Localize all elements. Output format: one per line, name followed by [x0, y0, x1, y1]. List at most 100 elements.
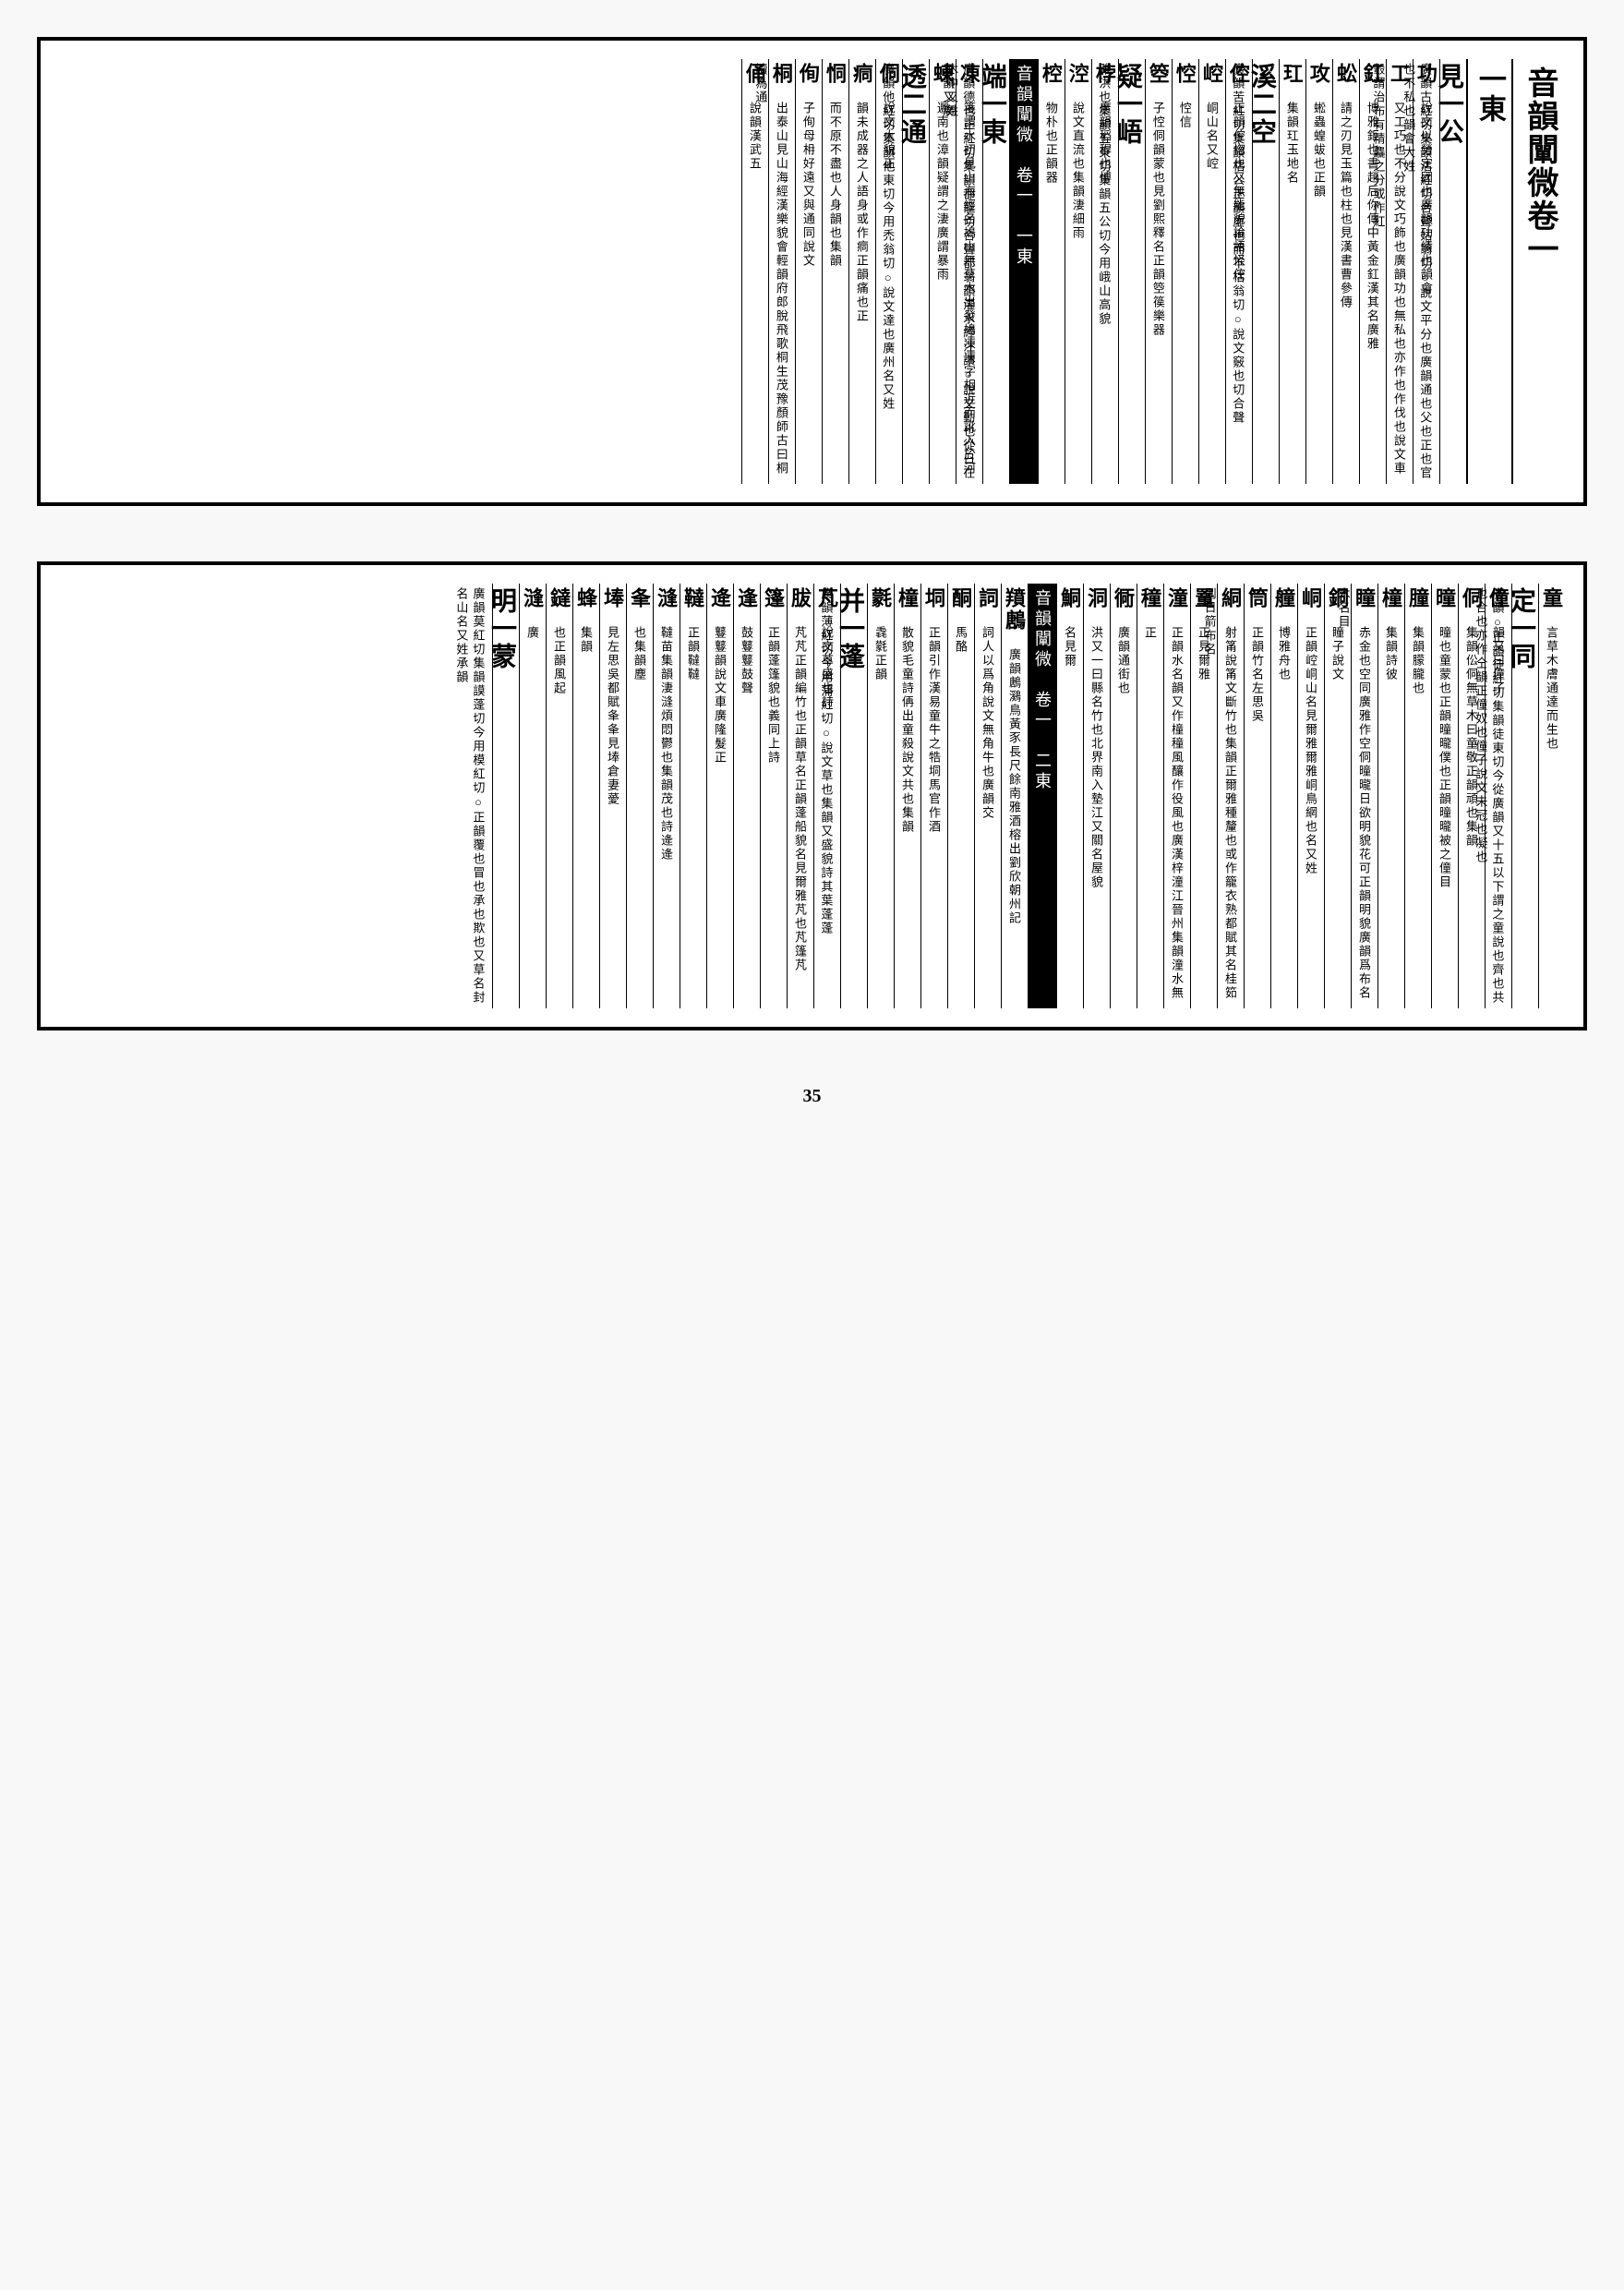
entry: 筒 正韻竹名左思吳 — [1244, 584, 1270, 1008]
entry-head: 洞 — [1085, 587, 1108, 609]
entry: 崆 峒山名又崆 — [1198, 59, 1225, 484]
entry: 俑 說韻漢武五 — [741, 59, 768, 484]
entry: 蜂 集韻 — [572, 584, 599, 1008]
entry-text: 見左思吳都賦夆夆見埲倉妻薆 — [606, 626, 620, 806]
entry-head: 桐 — [770, 63, 793, 85]
entry-head: 鮦 — [1058, 587, 1081, 609]
center-marker: 音韻闡微 卷一 一東 — [1009, 59, 1038, 484]
entry-text: 廣韻莫紅切集韻謨蓬切今用模紅切○正韻覆也冒也承也欺也又草名封名山名又姓承韻 — [454, 587, 485, 1005]
entry-text: 鼓鼟鼟鼓聲 — [740, 626, 753, 695]
entry-text: 正 — [1143, 626, 1157, 640]
entry-head: 蜂 — [574, 587, 597, 609]
entry: 攻 蜙蟲蝗蛂也正韻 — [1305, 59, 1332, 484]
entry: 韃 正韻韃韃 — [680, 584, 706, 1008]
entry-head: 衕 — [1112, 587, 1135, 609]
entry: 蚣 請之刃見玉篇也柱也見漢書曹參傳 — [1332, 59, 1359, 484]
entry: 侚 子侚母枏好遠又與通同說文 — [795, 59, 822, 484]
entry-text: 說文直流也集韻淒細雨 — [1071, 102, 1085, 240]
entry-head: 瞳 — [1353, 587, 1376, 609]
entry-text: 正韻韃韃 — [686, 626, 700, 681]
entry: 垌 正韻引作漢易童牛之牿垌馬官作酒 — [920, 584, 947, 1008]
entry: 銅 瞳子說文 — [1324, 584, 1351, 1008]
entry-head: 曈 — [1433, 587, 1456, 609]
page-block-2: 童 言草木膚通達而生也 定一同 廣韻○正韻徒紅切集韻徒東切今從廣韻又十五以下謂之… — [37, 561, 1587, 1030]
entry-head: 蚣 — [1334, 63, 1357, 85]
entry-head: 漨 — [655, 587, 678, 609]
entry-head: 鐽 — [547, 587, 571, 609]
entry-text: 馬酪 — [954, 626, 968, 654]
entry: 桐 出泰山見山海經漢樂貌會輕韻府郎脫飛歌桐生茂豫顏師古曰桐讀為通 — [768, 59, 795, 484]
entry-text: 集韻玒玉地名 — [1285, 102, 1299, 185]
entry-text: 廣韻苦紅切集韻枯公正韻虛也而不枯翁切○說文竅也切合聲 — [1231, 63, 1245, 425]
entry: 疑一峿 雅洪也集韻五東切集韻五公切今用峨山高貌 — [1118, 59, 1145, 484]
book-title: 音韻闡微卷一 — [1511, 59, 1565, 484]
entry-head: 艟 — [1272, 587, 1295, 609]
entry: 橦 散貌毛童詩侢出童殺說文共也集韻 — [894, 584, 920, 1008]
entry-text: 正韻水名韻又作橦穜風釀作役風也廣漢梓潼江晉州集韻潼水無 — [1170, 626, 1184, 1000]
entry: 逢 鼓鼟鼟鼓聲 — [733, 584, 760, 1008]
entry: 穜 正 — [1137, 584, 1163, 1008]
entry-text: 正韻引作漢易童牛之牿垌馬官作酒 — [927, 626, 941, 834]
entry: 鐽 也正韻風起 — [546, 584, 572, 1008]
entry: 漨 廣 — [519, 584, 546, 1008]
entry-head: 穜 — [1138, 587, 1161, 609]
entry-text: 峒山名又崆 — [1205, 102, 1219, 171]
entry-text: 廣韻薄紅切今用蒲紅切○說文草也集韻又盛貌詩其葉蓬蓬 — [819, 587, 833, 935]
entry-head: 涳 — [1066, 63, 1089, 85]
entry-text: 詞人以爲角說文無角牛也廣韻交 — [980, 626, 994, 820]
entry-text: 鼟鼟韻說文車廣隆髮正 — [713, 626, 727, 765]
entry: 端一東 廣韻德也正紅切集韻都籠切合聲都翁韻灌水經注讀○說文動也從日在木中又姓 — [982, 59, 1009, 484]
entry-head: 悾 — [1173, 63, 1197, 85]
entry: 并一蓬 廣韻薄紅切今用蒲紅切○說文草也集韻又盛貌詩其葉蓬蓬 — [840, 584, 867, 1008]
entry-head: 氋 — [869, 587, 892, 609]
entry-text: 廣韻德也正紅切集韻都籠切合聲都翁韻灌水經注讀○說文動也從日在木中又姓 — [944, 63, 975, 480]
entry-text: 廣韻他紅切集韻他東切今用禿翁切○說文達也廣州名又姓 — [881, 63, 895, 411]
entry: 曈 曈也童蒙也正韻曈曨僕也正韻曈曨被之僮目 — [1431, 584, 1458, 1008]
entry-head: 端一東 — [976, 63, 1007, 476]
entry: 溪二空 廣韻苦紅切集韻枯公正韻虛也而不枯翁切○說文竅也切合聲 — [1252, 59, 1279, 484]
page-block-1: 音韻闡微卷一 一東 見一公 廣韻古紅切集韻沽紅切合聲姑翁切○說文平分也廣韻通也父… — [37, 37, 1587, 506]
entry-text: 韃苗集韻淒漨煩悶鬱也集韻茂也詩逄逄 — [659, 626, 673, 862]
entry-head: 酮 — [949, 587, 972, 609]
entry-head: 詞 — [976, 587, 999, 609]
column-container-1: 音韻闡微卷一 一東 見一公 廣韻古紅切集韻沽紅切合聲姑翁切○說文平分也廣韻通也父… — [59, 59, 1565, 484]
entry-text: 洪又一曰縣名竹也北界南入墊江又關名屋貌 — [1089, 626, 1103, 889]
entry: 峒 正韻崆峒山名見爾雅爾雅峒鳥網也名又姓 — [1297, 584, 1324, 1008]
entry-head: 夆 — [628, 587, 651, 609]
entry: 橦 集韻詩彼 — [1377, 584, 1404, 1008]
entry-head: 橦 — [1379, 587, 1402, 609]
entry-head: 篷 — [762, 587, 785, 609]
entry: 玒 集韻玒玉地名 — [1279, 59, 1305, 484]
entry: 恫 而不原不盡也人身韻也集韻 — [822, 59, 848, 484]
entry-head: 童 — [1540, 587, 1563, 609]
entry-text: 悾信 — [1178, 102, 1192, 129]
entry-head: 羵鶶 — [1003, 587, 1026, 632]
entry-text: 蜙蟲蝗蛂也正韻 — [1312, 102, 1326, 199]
entry: 逄 鼟鼟韻說文車廣隆髮正 — [706, 584, 733, 1008]
entry-head: 韃 — [681, 587, 704, 609]
entry: 鮦 名見爾 — [1056, 584, 1083, 1008]
entry-text: 廣韻通街也 — [1116, 626, 1130, 695]
entry-text: 瞳子說文 — [1330, 626, 1344, 681]
center-marker: 音韻闡微 卷一 二東 — [1028, 584, 1056, 1008]
entry-text: 名見爾 — [1063, 626, 1077, 668]
entry-head: 絧 — [1219, 587, 1242, 609]
entry: 氋 毳氋正韻 — [867, 584, 894, 1008]
entry-head: 攻 — [1307, 63, 1330, 85]
entry-head: 疑一峿 — [1112, 63, 1143, 476]
entry-head: 朣 — [1406, 587, 1429, 609]
entry-text: 集韻詩彼 — [1384, 626, 1398, 681]
entry: 潼 正韻水名韻又作橦穜風釀作役風也廣漢梓潼江晉州集韻潼水無 — [1163, 584, 1190, 1008]
entry-text: 集韻 — [579, 626, 593, 654]
entry-text: 而不原不盡也人身韻也集韻 — [828, 102, 842, 268]
entry-text: 芃芃正韻編竹也正韻草名正韻蓬船貌名見爾雅芃也芃篷芃 — [793, 626, 807, 972]
entry-text: 廣韻鶶鸂鳥黃豕長尺餘南雅酒榕出劉欣朝州記 — [1007, 648, 1021, 925]
entry: 胈 芃芃正韻編竹也正韻草名正韻蓬船貌名見爾雅芃也芃篷芃 — [787, 584, 813, 1008]
entry-text: 集韻朦朧也 — [1411, 626, 1425, 695]
entry-head: 明一蒙 — [486, 587, 517, 1001]
entry-text: 正韻崆峒山名見爾雅爾雅峒鳥網也名又姓 — [1304, 626, 1317, 875]
entry: 羵鶶 廣韻鶶鸂鳥黃豕長尺餘南雅酒榕出劉欣朝州記 — [1001, 584, 1028, 1008]
section-heading: 一東 — [1466, 59, 1511, 484]
entry-head: 透二通 — [896, 63, 927, 476]
entry: 見一公 廣韻古紅切集韻沽紅切合聲姑翁切○說文平分也廣韻通也父也正也官也不私也韻會… — [1439, 59, 1466, 484]
